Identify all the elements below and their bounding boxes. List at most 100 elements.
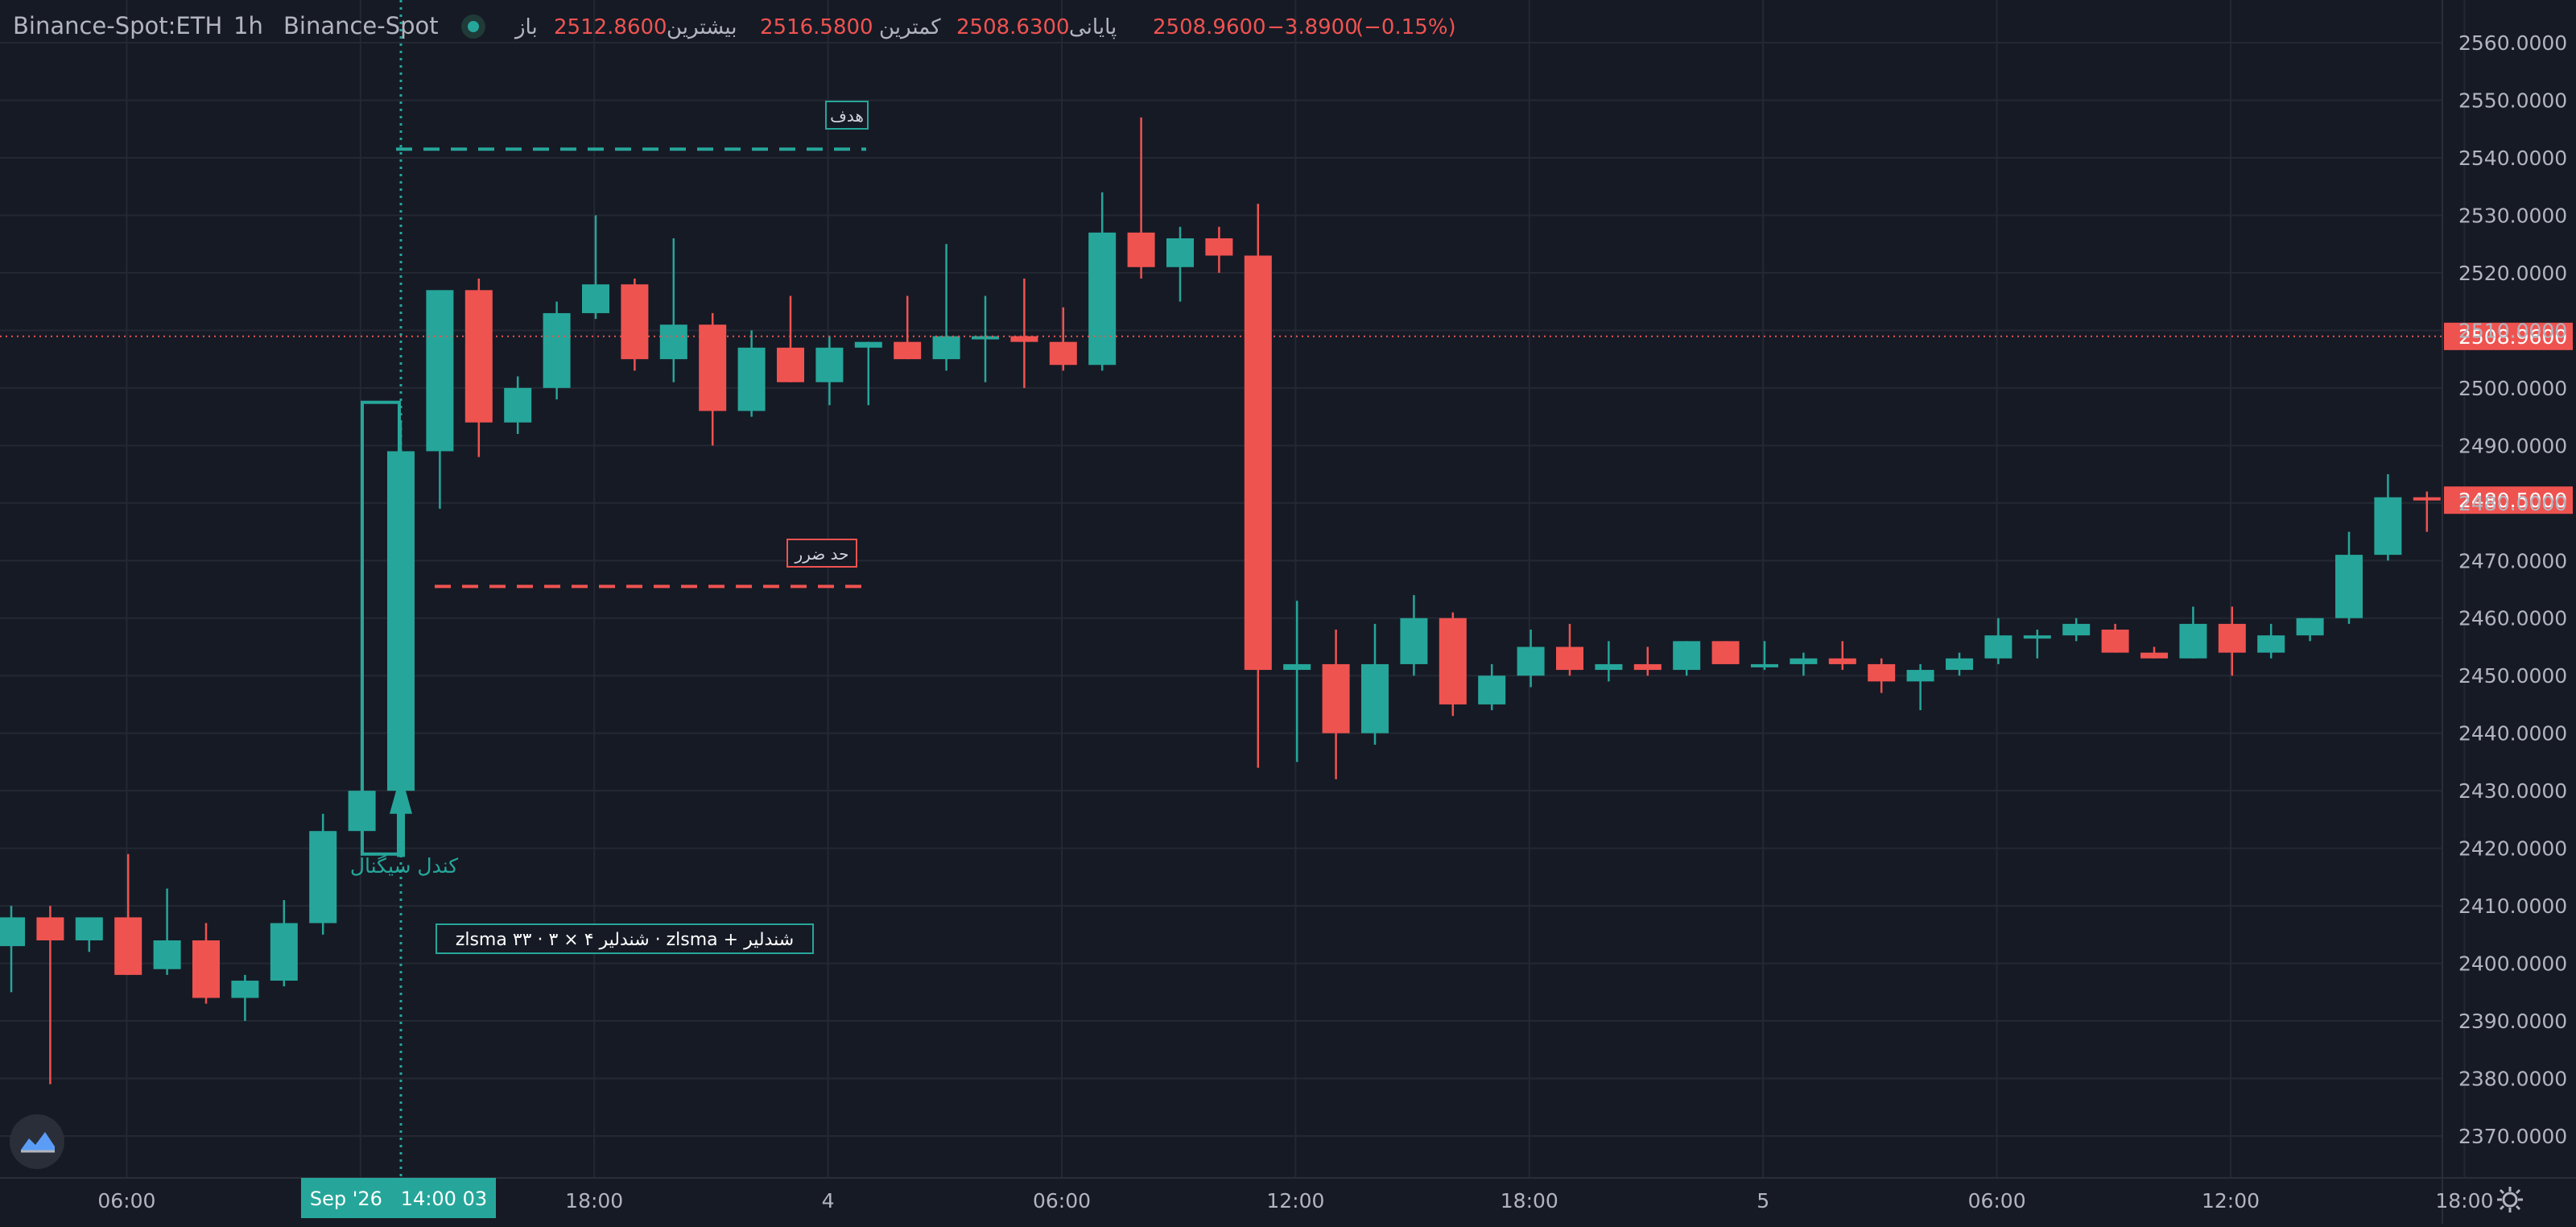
candle-body [1790,658,1818,664]
candle-up [1673,641,1701,676]
candle-down [1205,226,1233,273]
price-tag-label: 2480.5000 [2458,489,2567,512]
candle-body [699,324,727,411]
candle-body [504,387,532,423]
candle-body [815,347,844,382]
candle-body [1244,255,1272,671]
candle-body [1517,647,1545,676]
candle-body [1088,232,1117,366]
tradingview-logo-icon[interactable] [10,1114,64,1169]
grid-lines [0,0,2466,1178]
candle-up [1984,618,2013,664]
candle-up [932,244,960,371]
candle-up [582,215,609,320]
candle-body [2413,497,2441,501]
candle-up [737,330,766,417]
candle-down [36,906,64,1084]
indicator-label-box: zlsma ۳۳ · شندلیر ۴ × ۳ · zlsma + شندلیر [436,923,814,954]
candles-group [0,117,2441,1084]
candle-body [114,917,142,975]
signal-highlight-box [361,400,401,856]
candle-body [2023,635,2051,639]
exchange-name: Binance-Spot [283,12,439,39]
candle-body [2335,555,2363,618]
candle-body [1673,641,1701,671]
candle-body [2062,623,2091,636]
y-tick-label: 2430.0000 [2458,779,2567,803]
candle-up [1595,641,1623,682]
candle-body [777,347,804,382]
candle-down [1828,641,1856,671]
candle-body [1556,647,1583,671]
high-value: 2516.5800 [760,15,873,39]
candle-body [1400,618,1428,664]
candle-up [1946,652,1973,676]
candle-body [1478,675,1506,704]
candle-body [36,917,64,940]
candle-down [1633,647,1662,676]
trade-levels [396,147,866,589]
candle-up [1166,226,1194,302]
candle-down [621,279,649,371]
candle-up [1283,601,1311,762]
candle-body [2101,630,2129,653]
y-axis-ticks: 2370.0000 2380.0000 2390.0000 2400.0000 2410… [2458,31,2567,1148]
candle-up [231,974,259,1022]
x-tick-label: 12:00 [1266,1189,1324,1213]
y-tick-label: 2520.0000 [2458,262,2567,285]
candle-body [1595,663,1623,671]
change-percent: (−0.15%) [1356,15,1456,39]
candle-body [1868,663,1896,682]
candle-body [1283,663,1311,671]
candle-up [270,899,298,987]
price-lines: 2508.9600 2480.5000 [0,322,2573,514]
candle-up [75,917,103,952]
candle-body [582,284,609,313]
low-label: کمترین [879,15,941,39]
candle-up [2179,606,2207,659]
candle-body [1946,658,1973,671]
candle-body [932,336,960,360]
candle-up [543,301,571,400]
candle-body [153,940,181,969]
candle-up [1088,192,1117,371]
candle-body [1751,663,1778,667]
candle-down [777,295,804,382]
x-tick-label: 5 [1757,1189,1769,1213]
candle-body [2179,623,2207,659]
candle-up [2296,618,2324,642]
candle-down [1556,623,1583,676]
signal-label-group: کندل سیگنال [350,854,458,878]
candle-body [1049,341,1077,366]
y-tick-label: 2400.0000 [2458,952,2567,976]
x-tick-label: 4 [822,1189,835,1213]
settings-gear-icon[interactable] [2496,1185,2524,1214]
price-tag-bg [2444,486,2573,514]
candle-body [192,940,220,998]
candle-up [2023,630,2051,659]
x-tick-label: 06:00 [97,1189,155,1213]
candle-body [270,923,298,981]
candle-down [192,923,220,1004]
symbol-name: Binance-Spot:ETH [13,12,222,39]
candle-up [504,376,532,435]
x-tick-label: 18:00 [2435,1189,2493,1213]
candle-down [1010,279,1038,388]
candle-up [0,906,25,993]
target-label: هدف [830,106,864,126]
candle-up [426,290,454,509]
candle-body [894,341,922,360]
x-tick-label: 18:00 [1501,1189,1558,1213]
candle-body [972,336,999,340]
candle-body [1984,635,2013,659]
candle-body [309,831,337,923]
candle-down [2101,623,2129,653]
candle-body [1711,641,1740,664]
y-tick-label: 2460.0000 [2458,607,2567,630]
candle-up [1790,652,1818,676]
crosshair-time-label: Sep '26 14:00 03 [310,1188,487,1210]
candle-body [1906,670,1934,682]
